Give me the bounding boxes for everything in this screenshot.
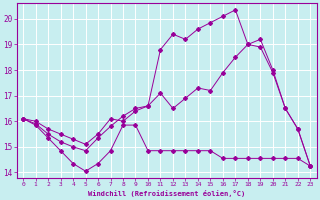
- X-axis label: Windchill (Refroidissement éolien,°C): Windchill (Refroidissement éolien,°C): [88, 190, 245, 197]
